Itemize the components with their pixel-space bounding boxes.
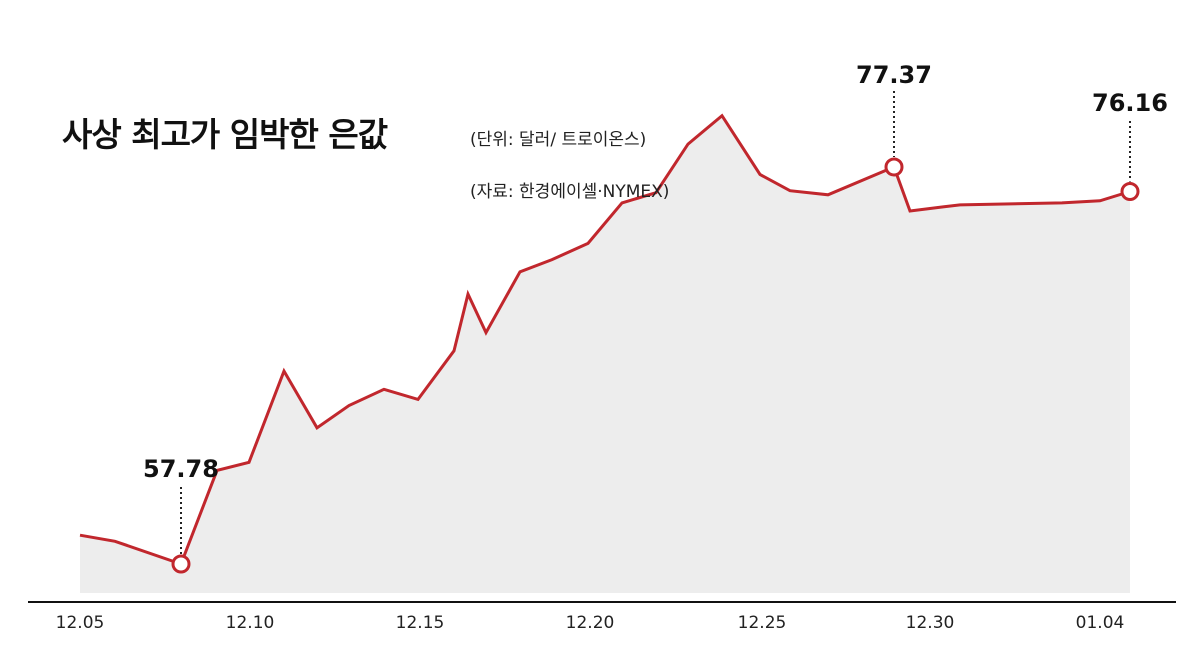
x-tick-label: 01.04 xyxy=(1076,613,1125,633)
x-tick-label: 12.20 xyxy=(566,613,615,633)
highlight-marker xyxy=(171,554,191,574)
chart-unit-note: (단위: 달러/ 트로이온스) xyxy=(470,130,647,150)
plot-area xyxy=(79,113,1131,593)
highlight-marker xyxy=(884,157,904,177)
highlight-value-label: 57.78 xyxy=(143,455,219,483)
highlight-callout: 77.37 xyxy=(856,61,932,177)
chart-title: 사상 최고가 임박한 은값 xyxy=(62,115,388,154)
x-axis: 12.05 12.10 12.15 12.20 12.25 12.30 01.04 xyxy=(28,601,1176,633)
highlight-value-label: 77.37 xyxy=(856,61,932,89)
x-tick-label: 12.15 xyxy=(396,613,445,633)
x-tick-label: 12.30 xyxy=(906,613,955,633)
x-tick-label: 12.05 xyxy=(56,613,105,633)
callouts: 57.78 77.37 76.16 xyxy=(143,61,1168,574)
chart-source-note: (자료: 한경에이셀·NYMEX) xyxy=(470,182,670,202)
price-area-fill xyxy=(80,115,1130,593)
price-line xyxy=(79,113,1131,566)
highlight-callout: 76.16 xyxy=(1092,89,1168,202)
highlight-marker xyxy=(1120,182,1140,202)
x-tick-label: 12.10 xyxy=(226,613,275,633)
x-tick-label: 12.25 xyxy=(738,613,787,633)
highlight-callout: 57.78 xyxy=(143,455,219,574)
highlight-value-label: 76.16 xyxy=(1092,89,1168,117)
